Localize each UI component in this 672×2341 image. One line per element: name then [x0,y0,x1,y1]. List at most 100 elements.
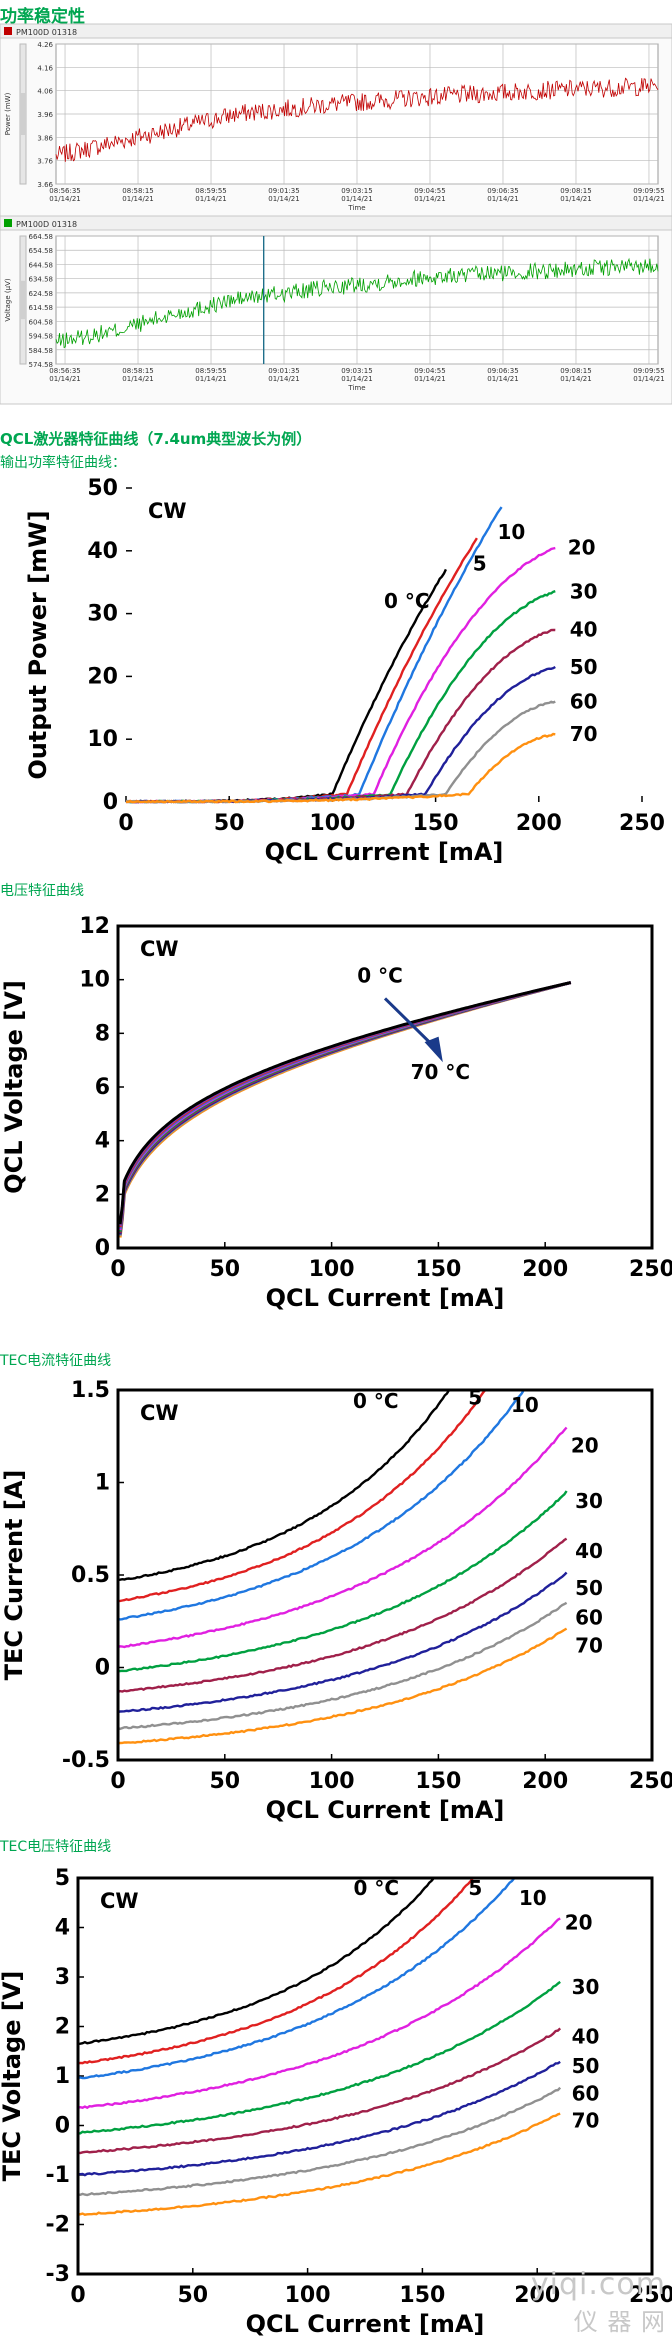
y-tick-label: 4 [95,1129,110,1154]
series-label: 10 [511,1393,539,1417]
series-line [77,1877,516,2080]
x-tick-date: 01/14/21 [195,195,226,203]
data-series-line [55,77,659,162]
y-tick-label: 4.06 [37,88,53,96]
series-label: 0 °C [353,1389,399,1413]
series-label: 30 [570,580,598,604]
x-tick-label: 100 [309,811,355,836]
y-tick-label: 3.86 [37,134,53,142]
x-tick-date: 01/14/21 [122,375,153,383]
x-tick-time: 09:03:15 [341,187,372,195]
watermark-line2: 仪 器 网 [573,2308,666,2336]
y-tick-label: 3.66 [37,181,53,189]
annotation-start-temp: 0 °C [357,963,403,987]
y-tick-label: 12 [79,914,110,939]
series-line [118,981,572,1226]
y-tick-label: 584.58 [29,347,54,355]
x-tick-date: 01/14/21 [414,375,445,383]
y-tick-label: 8 [95,1021,110,1046]
x-axis-label: QCL Current [mA] [266,1284,505,1312]
x-tick-time: 09:04:55 [414,187,445,195]
series-label: 30 [572,1975,600,1999]
x-tick-time: 08:56:35 [49,367,80,375]
series-label: 40 [572,2024,600,2048]
legend-label: PM100D 01318 [16,28,77,37]
series-line [77,2060,561,2177]
legend-bar [0,23,672,39]
y-tick-label: 3 [55,1965,70,1990]
y-tick-label: 644.58 [29,261,54,269]
series-label: 20 [571,1434,599,1458]
series-line [117,1537,568,1694]
y-tick-label: 0 [55,2114,70,2139]
series-line [117,1601,568,1731]
series-label: 50 [575,1576,603,1600]
x-tick-date: 01/14/21 [268,195,299,203]
x-tick-label: 250 [629,1769,672,1794]
legend-bar [0,215,672,231]
series-line [118,981,572,1225]
scrollbar-thumb [20,280,26,320]
x-tick-label: 0 [70,2283,85,2308]
y-tick-label: 1 [55,2064,70,2089]
y-tick-label: 664.58 [29,233,54,241]
data-series-line [55,257,659,349]
x-tick-time: 09:08:15 [560,187,591,195]
scrollbar-thumb [20,93,26,135]
cw-label: CW [140,1401,179,1425]
x-tick-label: 150 [413,811,459,836]
legend-swatch [4,27,12,35]
legend-label: PM100D 01318 [16,220,77,229]
x-tick-time: 09:08:15 [560,367,591,375]
x-tick-date: 01/14/21 [341,195,372,203]
series-label: 5 [473,551,487,575]
x-tick-time: 08:58:15 [122,187,153,195]
x-tick-time: 09:06:35 [487,187,518,195]
series-line [126,700,556,804]
y-tick-label: 2 [95,1182,110,1207]
series-label: 10 [498,520,526,544]
y-tick-label: 0.5 [71,1563,110,1588]
y-axis-label: TEC Current [A] [0,1470,28,1681]
x-tick-label: 50 [177,2283,208,2308]
x-tick-label: 200 [516,811,562,836]
x-tick-label: 250 [629,2283,672,2308]
x-tick-label: 150 [415,1769,461,1794]
x-tick-time: 08:59:55 [195,187,226,195]
heading-voltage: 电压特征曲线 [0,883,84,899]
series-line [77,2086,562,2197]
y-axis-label: Output Power [mW] [24,510,52,779]
x-axis-label: QCL Current [mA] [266,1796,505,1824]
y-tick-label: -2 [46,2213,70,2238]
x-tick-time: 09:04:55 [414,367,445,375]
y-tick-label: 1.5 [71,1378,110,1403]
series-label: 50 [572,2054,600,2078]
series-label: 70 [575,1633,603,1657]
x-tick-label: 50 [214,811,245,836]
x-tick-time: 09:09:55 [633,367,664,375]
y-tick-label: 614.58 [29,304,54,312]
x-tick-time: 08:58:15 [122,367,153,375]
power-stability-chart: PM100D 01318 Power (mW) 4.26 4.16 4.06 3.96 3.… [0,23,672,225]
series-label: 40 [570,617,598,641]
y-axis-label: Power (mW) [4,92,12,135]
y-tick-label: -1 [46,2163,70,2188]
series-label: 5 [468,1876,482,1900]
series-line [118,981,572,1232]
series-line [117,1426,568,1649]
temperature-arrow [383,997,436,1048]
y-tick-label: 20 [87,664,118,689]
x-tick-label: 250 [619,811,665,836]
x-tick-date: 01/14/21 [560,195,591,203]
series-line [117,1389,525,1621]
x-tick-time: 09:03:15 [341,367,372,375]
series-line [118,981,572,1229]
y-tick-label: 634.58 [29,276,54,284]
series-label: 0 °C [354,1876,400,1900]
series-line [77,2027,562,2155]
y-tick-label: 594.58 [29,333,54,341]
x-tick-label: 150 [415,1257,461,1282]
temperature-arrowhead [424,1036,443,1063]
qcl-voltage-chart: 0 2 4 6 8 10 12 0 50 100 150 200 250 QCL Current [mA]… [0,914,672,1312]
series-line [125,546,556,804]
